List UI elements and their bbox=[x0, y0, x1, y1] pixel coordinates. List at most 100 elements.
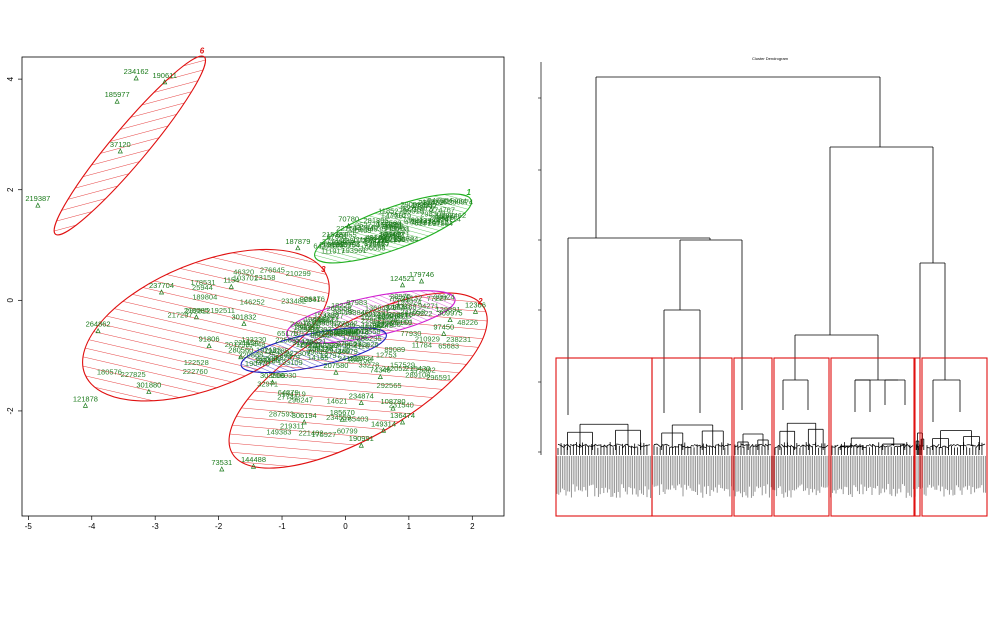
scatter-point bbox=[95, 327, 101, 334]
scatter-point bbox=[380, 427, 387, 433]
dendrogram-branch bbox=[560, 445, 565, 448]
dendrogram-branch bbox=[678, 444, 682, 446]
cloud-point-label: 46320 bbox=[233, 268, 254, 277]
cloud-point-label: 149383 bbox=[266, 428, 291, 437]
cloud-point-label: 208030 bbox=[271, 371, 296, 380]
cloud-point-label: 298247 bbox=[288, 396, 313, 405]
point-label: 185670 bbox=[330, 408, 355, 417]
cloud-point-label: 270663 bbox=[336, 339, 361, 348]
cloud-point-label: 26376 bbox=[304, 294, 325, 303]
dendrogram-branch bbox=[838, 446, 842, 449]
cloud-point-label: 31229 bbox=[292, 338, 313, 347]
cloud-point-label: 25627 bbox=[369, 240, 390, 249]
cloud-point-label: 227825 bbox=[121, 370, 146, 379]
cloud-point-label: 71494 bbox=[377, 316, 398, 325]
x-tick-label: -2 bbox=[215, 522, 223, 531]
cloud-point-label: 277342 bbox=[412, 201, 437, 210]
dendrogram-branch bbox=[643, 444, 648, 447]
dendrogram-branch bbox=[894, 445, 898, 448]
cloud-point-label: 207462 bbox=[441, 211, 466, 220]
cloud-point-label: 199318 bbox=[308, 343, 333, 352]
dendrogram-cut-boxes bbox=[555, 357, 988, 517]
scatter-point bbox=[114, 98, 120, 104]
dendrogram-branch bbox=[954, 444, 958, 447]
x-tick-label: -4 bbox=[88, 522, 96, 531]
dendrogram-branch bbox=[743, 444, 748, 446]
cloud-point-label: 64273 bbox=[313, 241, 334, 250]
dendrogram-branch bbox=[709, 445, 713, 448]
cloud-point-label: 255235 bbox=[357, 334, 382, 343]
cloud-point-label: 19491 bbox=[323, 240, 344, 249]
cluster-ellipse-5 bbox=[240, 327, 387, 374]
cloud-point-label: 47920 bbox=[404, 217, 425, 226]
cloud-point-label: 111917 bbox=[321, 246, 345, 255]
cloud-point-label: 80980 bbox=[313, 319, 334, 328]
dendrogram-branch bbox=[975, 444, 980, 449]
dendrogram-branch bbox=[570, 444, 574, 447]
cloud-point-label: 184976 bbox=[344, 328, 369, 337]
dendrogram-cut-box bbox=[733, 357, 773, 517]
cloud-point-label: 99222 bbox=[412, 309, 433, 318]
dendrogram-cut-box bbox=[773, 357, 830, 517]
point-label: 179746 bbox=[409, 270, 434, 279]
cloud-point-label: 215430 bbox=[405, 364, 430, 373]
point-label: 190991 bbox=[349, 434, 374, 443]
cluster-id-labels: 1 2 3 6 bbox=[200, 46, 483, 306]
cloud-point-label: 19631 bbox=[304, 315, 325, 324]
dendrogram-branch bbox=[576, 445, 580, 448]
cloud-point-label: 221402 bbox=[298, 428, 323, 437]
cloud-point-label: 132479 bbox=[275, 353, 300, 362]
cloud-point-label: 16089 bbox=[435, 211, 456, 220]
scatter-point bbox=[333, 369, 339, 375]
scatter-point bbox=[418, 278, 425, 284]
cloud-point-label: 177488 bbox=[392, 303, 417, 312]
cloud-point-label: 79373 bbox=[299, 325, 320, 334]
dendrogram-branch bbox=[634, 446, 638, 448]
cloud-point-label: 210299 bbox=[286, 269, 311, 278]
dendrogram-branch bbox=[758, 443, 763, 446]
point-label: 91806 bbox=[199, 335, 220, 344]
scatter-point bbox=[250, 463, 257, 469]
dendrogram-branch bbox=[585, 443, 589, 448]
cloud-point-label: 270575 bbox=[386, 312, 411, 321]
cloud-point-label: 77930 bbox=[401, 329, 422, 338]
cluster-id-3: 3 bbox=[321, 265, 326, 274]
cloud-point-label: 160105 bbox=[361, 321, 386, 330]
scatter-point bbox=[162, 79, 168, 85]
point-label: 207580 bbox=[323, 361, 348, 370]
cloud-point-label: 89872 bbox=[393, 235, 414, 244]
cloud-point-label: 92765 bbox=[337, 329, 358, 338]
cloud-point-label: 79513 bbox=[348, 327, 369, 336]
cloud-point-label: 79448 bbox=[245, 340, 266, 349]
cloud-point-label: 93878 bbox=[383, 221, 404, 230]
cloud-point-label: 65683 bbox=[438, 341, 459, 350]
cloud-point-label: 201299 bbox=[225, 340, 250, 349]
dendrogram-branch bbox=[588, 445, 592, 447]
dendrogram-branch bbox=[796, 444, 801, 447]
scatter-point bbox=[447, 316, 453, 323]
scatter-point bbox=[428, 206, 434, 212]
cloud-point-label: 287593 bbox=[269, 409, 294, 418]
scatter-point bbox=[241, 320, 247, 326]
scatter-point bbox=[219, 466, 225, 472]
scatter-point bbox=[133, 75, 139, 81]
cloud-point-label: 133230 bbox=[241, 335, 266, 344]
dendrogram-branch bbox=[903, 444, 908, 449]
dendrogram-branch bbox=[869, 443, 873, 448]
dendrogram-cut-box bbox=[921, 357, 988, 517]
dendrogram-branch bbox=[749, 443, 754, 448]
cloud-point-label: 274767 bbox=[430, 205, 455, 214]
scatter-point bbox=[390, 405, 396, 411]
cloud-point-label: 230601 bbox=[388, 318, 413, 327]
cloud-point-label: 38864 bbox=[313, 316, 334, 325]
scatter-point bbox=[193, 314, 199, 320]
y-tick-label: 0 bbox=[6, 298, 15, 303]
y-axis-ticks: -2 0 2 4 bbox=[6, 76, 22, 414]
dendrogram-cut-box bbox=[830, 357, 915, 517]
cloud-point-label: 127630 bbox=[402, 204, 427, 213]
scatter-point bbox=[238, 353, 244, 360]
cloud-point-label: 188072 bbox=[341, 236, 366, 245]
cloud-point-label: 257499 bbox=[313, 329, 338, 338]
dendrogram-branch bbox=[672, 445, 676, 449]
scatter-plot-frame bbox=[21, 56, 505, 517]
